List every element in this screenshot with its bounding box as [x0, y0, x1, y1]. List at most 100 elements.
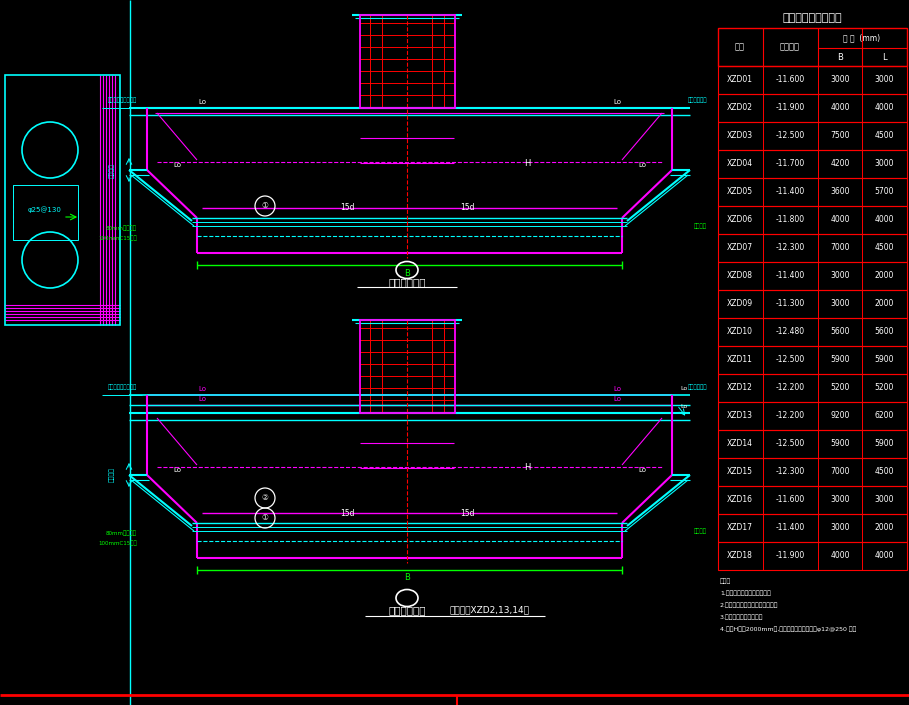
Text: 柱底钢筋及锚固范围: 柱底钢筋及锚固范围 — [107, 97, 136, 103]
Text: 4000: 4000 — [874, 551, 894, 560]
Text: ①: ① — [262, 513, 268, 522]
Text: Lo: Lo — [173, 467, 181, 473]
Text: ②: ② — [262, 493, 268, 503]
Text: XZD07: XZD07 — [727, 243, 753, 252]
Text: 编号: 编号 — [735, 42, 745, 51]
Bar — [718, 430, 907, 458]
Text: B: B — [837, 52, 843, 61]
Bar — [360, 320, 455, 413]
Text: XZD01: XZD01 — [727, 75, 753, 85]
Text: -12.200: -12.200 — [775, 412, 804, 420]
Text: -11.700: -11.700 — [775, 159, 804, 168]
Text: -11.800: -11.800 — [775, 216, 804, 224]
Text: 15d: 15d — [340, 508, 355, 517]
Text: Lo: Lo — [638, 162, 646, 168]
Text: XZD10: XZD10 — [727, 328, 753, 336]
Text: XZD14: XZD14 — [727, 439, 753, 448]
Text: 5600: 5600 — [830, 328, 850, 336]
Text: 3000: 3000 — [830, 524, 850, 532]
Text: 80mm垫层底层: 80mm垫层底层 — [106, 225, 137, 231]
Text: H: H — [524, 159, 530, 168]
Text: 3000: 3000 — [830, 75, 850, 85]
Text: 4500: 4500 — [874, 243, 894, 252]
Text: XZD13: XZD13 — [727, 412, 753, 420]
Text: H: H — [524, 463, 530, 472]
Text: 5900: 5900 — [830, 439, 850, 448]
Text: XZD11: XZD11 — [727, 355, 753, 364]
Text: 3000: 3000 — [874, 75, 894, 85]
Text: 3000: 3000 — [830, 496, 850, 505]
Text: 下柱墩尺寸及配筋表: 下柱墩尺寸及配筋表 — [782, 13, 842, 23]
Text: -11.900: -11.900 — [775, 551, 804, 560]
Text: 说明：: 说明： — [720, 578, 731, 584]
Text: 15d: 15d — [340, 204, 355, 212]
Text: -12.500: -12.500 — [775, 355, 804, 364]
Text: 4.墩厚H大于2000mm时,另在墩厚中间附加设置φ12@250 钢筋: 4.墩厚H大于2000mm时,另在墩厚中间附加设置φ12@250 钢筋 — [720, 626, 856, 632]
Bar — [718, 206, 907, 234]
Text: 100mmC15垫层: 100mmC15垫层 — [98, 235, 137, 241]
Text: -11.900: -11.900 — [775, 104, 804, 113]
Text: 9200: 9200 — [830, 412, 850, 420]
Text: 5200: 5200 — [830, 384, 850, 393]
Text: Lo: Lo — [198, 386, 206, 392]
Text: 锚固长度范围: 锚固长度范围 — [687, 384, 707, 390]
Text: Lo: Lo — [173, 162, 181, 168]
Bar — [718, 234, 907, 262]
Text: -11.600: -11.600 — [775, 75, 804, 85]
Text: XZD03: XZD03 — [727, 132, 753, 140]
Text: 2000: 2000 — [874, 524, 894, 532]
Text: -12.300: -12.300 — [775, 243, 804, 252]
Text: 7000: 7000 — [830, 467, 850, 477]
Bar — [718, 486, 907, 514]
Bar — [718, 318, 907, 346]
Text: 3000: 3000 — [830, 300, 850, 309]
Text: 4000: 4000 — [874, 104, 894, 113]
Text: 4000: 4000 — [830, 551, 850, 560]
Text: 7500: 7500 — [830, 132, 850, 140]
Text: XZD06: XZD06 — [727, 216, 753, 224]
Text: -12.500: -12.500 — [775, 439, 804, 448]
Text: 15d: 15d — [460, 508, 474, 517]
Text: 3000: 3000 — [874, 159, 894, 168]
Text: 5900: 5900 — [874, 355, 894, 364]
Text: -11.400: -11.400 — [775, 271, 804, 281]
Text: -12.300: -12.300 — [775, 467, 804, 477]
Text: -11.400: -11.400 — [775, 188, 804, 197]
Text: -11.300: -11.300 — [775, 300, 804, 309]
Text: 4200: 4200 — [830, 159, 850, 168]
Text: 7000: 7000 — [830, 243, 850, 252]
Bar — [718, 542, 907, 570]
Text: 基底标高: 基底标高 — [694, 528, 706, 534]
Text: XZD04: XZD04 — [727, 159, 753, 168]
Bar — [13, 185, 78, 240]
Bar — [718, 374, 907, 402]
Text: Lo: Lo — [613, 386, 621, 392]
Text: 6200: 6200 — [874, 412, 894, 420]
Text: 5700: 5700 — [874, 188, 894, 197]
Text: XZD05: XZD05 — [727, 188, 753, 197]
Text: 15d: 15d — [460, 204, 474, 212]
Bar — [718, 94, 907, 122]
Text: -12.480: -12.480 — [775, 328, 804, 336]
Text: XZD16: XZD16 — [727, 496, 753, 505]
Bar — [360, 15, 455, 108]
Text: Lo: Lo — [680, 405, 687, 410]
Text: 3600: 3600 — [830, 188, 850, 197]
Text: 100mmC15垫层: 100mmC15垫层 — [98, 540, 137, 546]
Text: 基底标高: 基底标高 — [694, 223, 706, 229]
Text: -12.500: -12.500 — [775, 132, 804, 140]
Text: Lo: Lo — [613, 99, 621, 105]
Bar — [718, 150, 907, 178]
Text: φ25@130: φ25@130 — [28, 207, 62, 214]
Text: 1.表示剩下柱墩厚由中布置。: 1.表示剩下柱墩厚由中布置。 — [720, 590, 771, 596]
Text: 4500: 4500 — [874, 467, 894, 477]
Bar — [718, 122, 907, 150]
Text: 3.柱墩明细钢筋见平面。: 3.柱墩明细钢筋见平面。 — [720, 614, 764, 620]
Text: Lo: Lo — [680, 386, 687, 391]
Text: 基底标高: 基底标高 — [780, 42, 800, 51]
Bar — [718, 458, 907, 486]
Text: XZD12: XZD12 — [727, 384, 753, 393]
Text: 锚固长度范围: 锚固长度范围 — [687, 97, 707, 103]
Text: -11.600: -11.600 — [775, 496, 804, 505]
Bar — [718, 262, 907, 290]
